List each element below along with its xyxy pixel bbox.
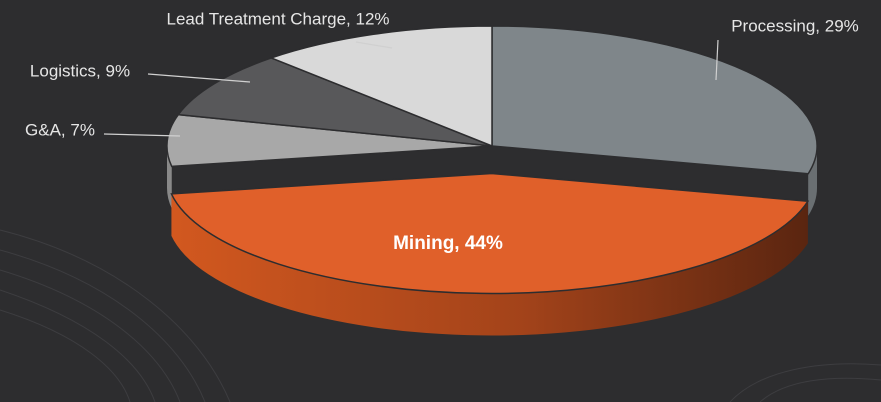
slice (166, 113, 493, 209)
data-label: Processing, 29% (731, 16, 859, 35)
data-label: Mining, 44% (393, 233, 503, 254)
data-label: Logistics, 9% (30, 61, 130, 80)
slice-top (170, 172, 810, 295)
leader-line (147, 73, 251, 83)
slice-top (491, 25, 818, 175)
slice-side (808, 146, 817, 216)
slice-side (171, 193, 808, 336)
slice (269, 25, 493, 148)
data-label: G&A, 7% (25, 120, 95, 139)
slice (176, 57, 493, 147)
slice-top (166, 113, 493, 168)
slice (491, 25, 818, 216)
leader-line (715, 39, 719, 81)
slice (170, 172, 810, 336)
data-label: Lead Treatment Charge, 12% (166, 9, 389, 28)
slice-top (269, 25, 493, 148)
background-pattern (0, 229, 881, 402)
leader-line (103, 133, 181, 137)
leader-line (355, 41, 393, 49)
slice-top (176, 57, 493, 147)
slice-side (167, 146, 172, 209)
